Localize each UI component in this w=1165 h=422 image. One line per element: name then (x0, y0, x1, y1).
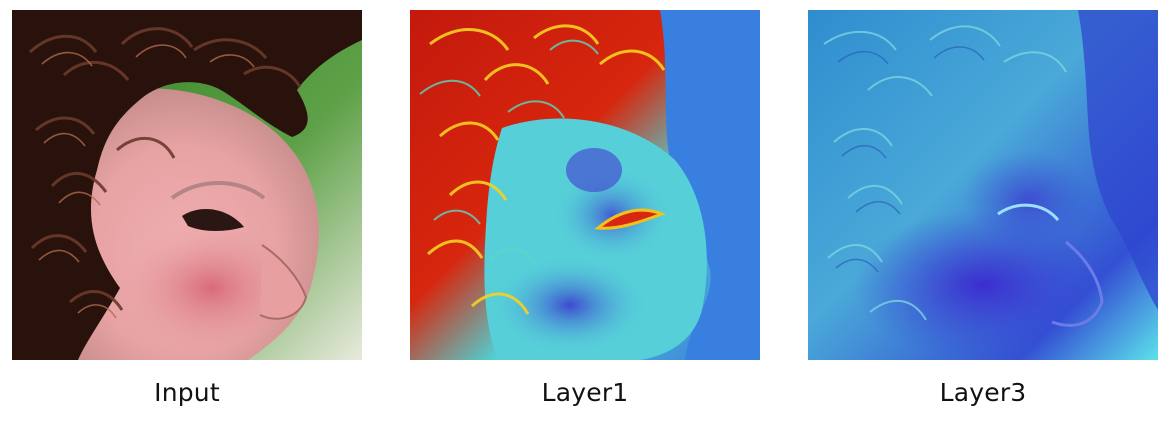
blue-feature-map-icon (808, 10, 1158, 360)
layer3-feature-map (808, 10, 1158, 360)
layer3-caption: Layer3 (939, 378, 1027, 407)
layer1-caption: Layer1 (541, 378, 629, 407)
layer1-feature-map (410, 10, 760, 360)
face-photo-icon (12, 10, 362, 360)
jet-heatmap-icon (410, 10, 760, 360)
input-caption: Input (154, 378, 220, 407)
input-image (12, 10, 362, 360)
